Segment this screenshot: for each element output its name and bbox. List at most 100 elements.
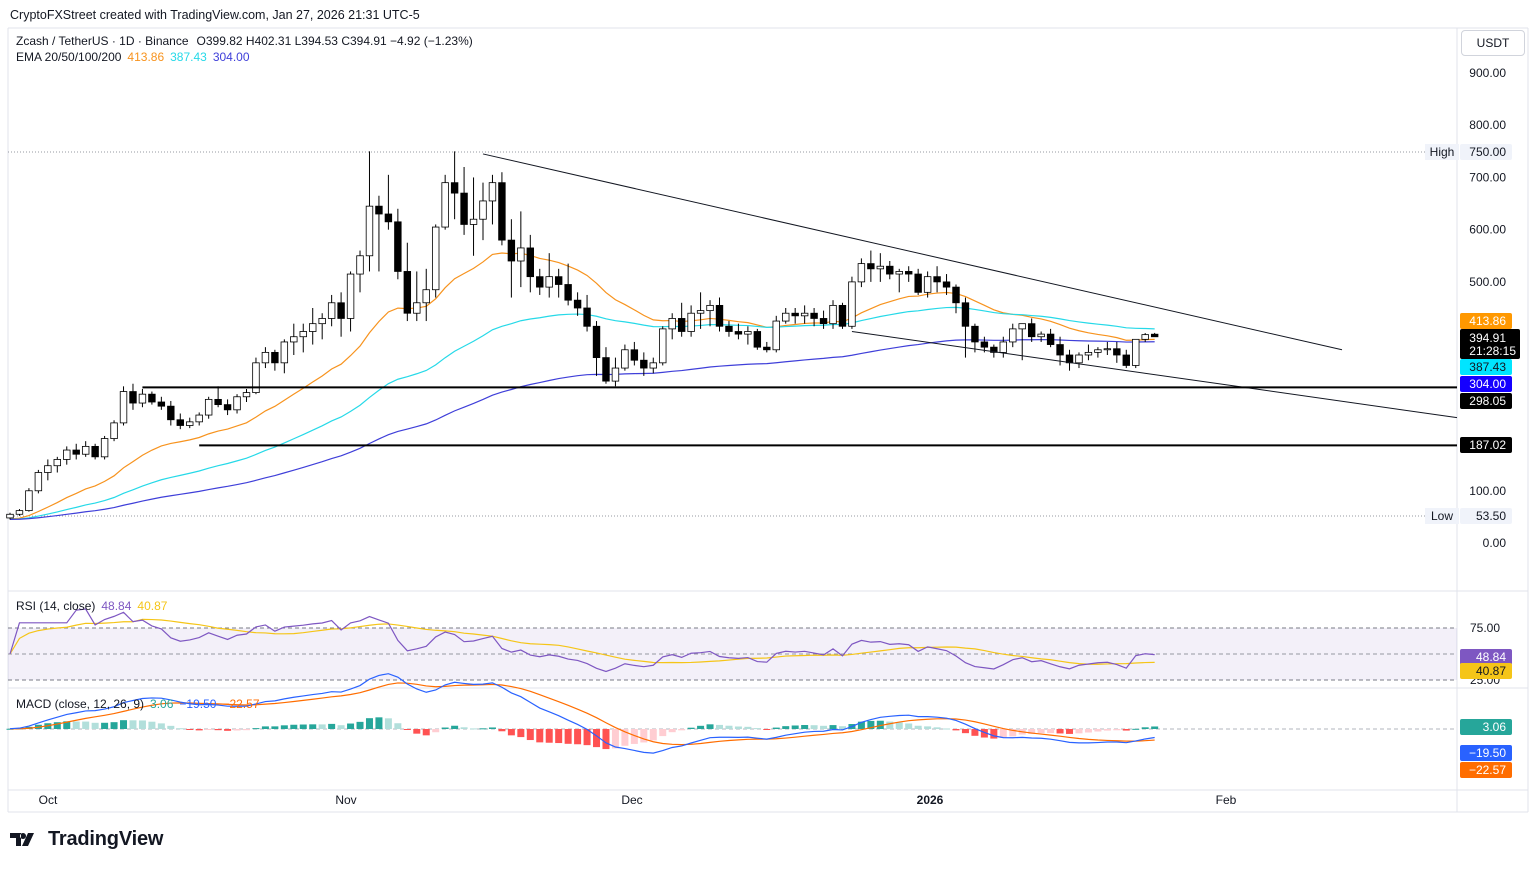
macd-histogram-bar (725, 725, 733, 729)
candle-down (536, 276, 544, 288)
rsi-value-tag-bg (1460, 649, 1512, 665)
macd-histogram-bar (517, 729, 525, 738)
wedge-lower-trendline (851, 331, 1458, 419)
price-tick-label: 500.00 (1469, 275, 1506, 289)
macd-histogram-bar (195, 729, 203, 731)
macd-signal-tag: −22.57 (1469, 763, 1506, 777)
macd-histogram-bar (630, 729, 638, 744)
candle-up (242, 392, 251, 398)
macd-histogram-bar (857, 721, 865, 729)
ema100-line (9, 339, 1155, 520)
candle-up (782, 312, 790, 322)
ema20-tag-bg (1460, 313, 1512, 329)
macd-histogram-bar (990, 729, 998, 739)
candle-up (687, 312, 695, 332)
candle-down (91, 445, 99, 458)
macd-histogram-bar (536, 729, 544, 743)
candle-down (914, 273, 922, 293)
time-axis-label: Dec (621, 793, 642, 807)
currency-button[interactable]: USDT (1461, 30, 1525, 56)
candle-up (44, 465, 52, 473)
candle-down (1150, 333, 1159, 338)
candle-up (63, 449, 71, 460)
candle-up (261, 351, 270, 364)
macd-histogram-bar (1056, 729, 1064, 734)
candle-up (280, 341, 289, 364)
macd-histogram-bar (914, 725, 922, 729)
macd-histogram-bar (810, 725, 818, 729)
ema100-tag-bg (1460, 376, 1512, 392)
candle-down (1046, 333, 1055, 345)
rsi-ma-line (9, 618, 1155, 665)
candle-down (129, 391, 137, 404)
macd-signal-tag-bg (1460, 762, 1512, 778)
candle-down (167, 405, 175, 421)
macd-histogram-bar (782, 726, 790, 729)
macd-hist-tag: 3.06 (1483, 720, 1507, 734)
candle-down (214, 398, 222, 406)
candle-up (744, 331, 752, 335)
macd-histogram-bar (498, 729, 506, 732)
high-label-bg (1425, 144, 1459, 160)
macd-histogram-bar (403, 729, 411, 730)
macd-histogram-bar (261, 726, 269, 729)
macd-histogram-bar (526, 729, 534, 741)
macd-histogram-bar (148, 721, 156, 729)
price-tick-label: 900.00 (1469, 66, 1506, 80)
level-2-tag-bg (1460, 437, 1512, 453)
candle-up (25, 490, 33, 512)
macd-histogram-bar (649, 729, 657, 741)
rsi-value-tag: 48.84 (1476, 650, 1506, 664)
candle-down (450, 182, 459, 194)
rsi-line (9, 608, 1155, 673)
tradingview-logo-icon (10, 832, 34, 846)
macd-histogram-bar (905, 723, 913, 729)
candle-up (800, 312, 809, 317)
candle-down (375, 205, 383, 215)
macd-signal-line (9, 682, 1155, 746)
macd-histogram-bar (697, 725, 705, 729)
macd-hist-tag-bg (1460, 719, 1512, 735)
level-2-tag: 187.02 (1469, 438, 1506, 452)
macd-histogram-bar (611, 729, 619, 749)
price-tick-label: 800.00 (1469, 118, 1506, 132)
candle-down (905, 271, 913, 275)
macd-histogram-bar (6, 728, 14, 730)
macd-histogram-bar (621, 729, 629, 746)
macd-histogram-bar (659, 729, 667, 737)
candle-up (15, 510, 24, 515)
candle-down (1056, 344, 1064, 356)
macd-histogram-bar (1113, 729, 1121, 731)
macd-histogram-bar (716, 724, 723, 729)
time-axis-label: 2026 (917, 793, 944, 807)
level-1-tag-bg (1460, 393, 1512, 409)
macd-histogram-bar (290, 724, 298, 729)
ema50-line (9, 306, 1155, 520)
macd-histogram-bar (678, 729, 686, 731)
candle-down (810, 312, 818, 319)
macd-histogram-bar (252, 728, 260, 730)
candle-down (990, 346, 998, 353)
candle-down (148, 393, 156, 403)
macd-histogram-bar (205, 729, 213, 730)
ema50-tag-bg (1460, 359, 1512, 375)
macd-histogram-bar (432, 729, 440, 733)
candle-up (318, 318, 326, 325)
macd-histogram-bar (129, 720, 137, 729)
macd-histogram-bar (602, 729, 610, 750)
macd-histogram-bar (91, 722, 99, 729)
candle-up (356, 255, 364, 275)
macd-histogram-bar (829, 725, 837, 729)
candle-up (6, 513, 14, 519)
macd-histogram-bar (243, 729, 250, 731)
macd-histogram-bar (744, 726, 752, 729)
candle-up (1132, 338, 1140, 366)
candle-up (309, 323, 317, 332)
macd-histogram-bar (186, 729, 194, 730)
candle-down (460, 192, 468, 225)
candle-up (110, 422, 118, 439)
macd-histogram-bar (224, 729, 232, 731)
candle-up (706, 304, 714, 312)
tradingview-logo: TradingView (10, 828, 163, 851)
